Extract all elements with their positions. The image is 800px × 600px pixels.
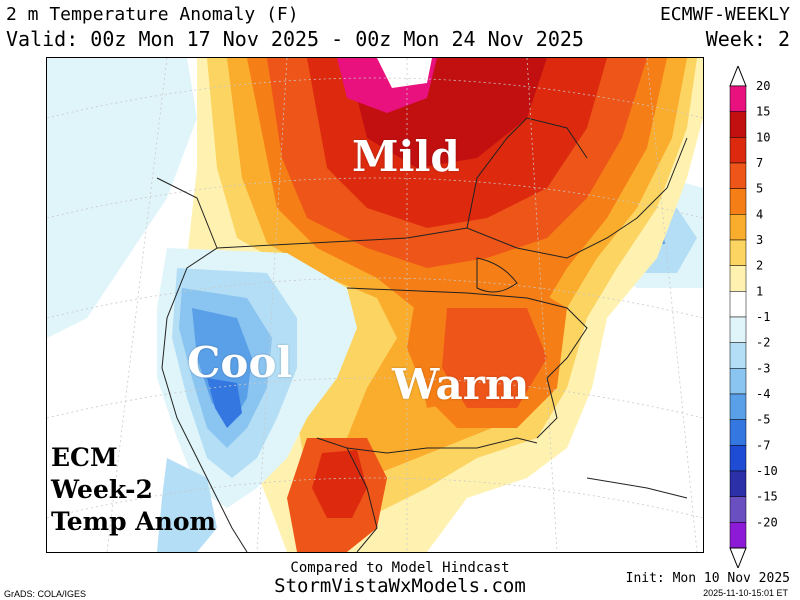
- hindcast-note: Compared to Model Hindcast: [290, 560, 510, 576]
- colorbar-label: 10: [756, 130, 770, 144]
- generation-timestamp: 2025-11-10-15:01 ET: [703, 588, 788, 598]
- colorbar-cell: [729, 496, 747, 523]
- colorbar-cell: [729, 85, 747, 112]
- baja-cool: [157, 458, 217, 552]
- colorbar-cell: [729, 393, 747, 420]
- colorbar-label: -1: [756, 310, 770, 324]
- southeast-warm-5: [442, 308, 547, 408]
- colorbar-cell: [729, 111, 747, 138]
- colorbar-cell: [729, 445, 747, 472]
- region-label-warm: Warm: [392, 360, 530, 409]
- colorbar-cell: [729, 368, 747, 395]
- stamp-line-2: Week-2: [51, 475, 153, 504]
- colorbar-cell: [729, 188, 747, 215]
- region-label-mild: Mild: [352, 132, 460, 181]
- colorbar-cell: [729, 162, 747, 189]
- colorbar-label: 20: [756, 79, 770, 93]
- stamp-line-1: ECM: [51, 443, 118, 472]
- colorbar-label: -2: [756, 336, 770, 350]
- colorbar-label: 7: [756, 156, 763, 170]
- colorbar-cell: [729, 316, 747, 343]
- colorbar-cell: [729, 470, 747, 497]
- colorbar-label: -20: [756, 515, 778, 529]
- colorbar: 20 15 10 7 5 4 3 2 1 -1 -2 -3 -4 -5 -7 -10 -15 -20: [729, 66, 778, 568]
- colorbar-cell: [729, 137, 747, 164]
- colorbar-cell: [729, 291, 747, 318]
- west-cool-5: [207, 378, 242, 428]
- arctic-gap: [377, 58, 432, 88]
- colorbar-label: -7: [756, 438, 770, 452]
- colorbar-cell: [729, 522, 747, 549]
- colorbar-cell: [729, 342, 747, 369]
- valid-period: Valid: 00z Mon 17 Nov 2025 - 00z Mon 24 …: [6, 27, 584, 51]
- colorbar-label: -10: [756, 464, 778, 478]
- colorbar-label: 15: [756, 105, 770, 119]
- map-title: 2 m Temperature Anomaly (F): [6, 4, 299, 25]
- colorbar-cell: [729, 265, 747, 292]
- colorbar-cell: [729, 214, 747, 241]
- grads-credit: GrADS: COLA/IGES: [4, 589, 87, 599]
- colorbar-label: 5: [756, 182, 763, 196]
- colorbar-top-arrow: [729, 66, 747, 87]
- colorbar-label: 4: [756, 207, 763, 221]
- coastlines: [156, 117, 688, 552]
- colorbar-label: -5: [756, 413, 770, 427]
- colorbar-cell: [729, 419, 747, 446]
- map-canvas: [47, 58, 703, 552]
- colorbar-label: -15: [756, 490, 778, 504]
- colorbar-label: 1: [756, 284, 763, 298]
- init-time: Init: Mon 10 Nov 2025: [625, 571, 790, 586]
- region-label-cool: Cool: [187, 338, 293, 387]
- pacific-cool-wash: [47, 58, 197, 338]
- mexico-warm-7: [312, 450, 367, 518]
- anomaly-map: Mild Cool Warm ECM Week-2 Temp Anom: [46, 57, 704, 553]
- colorbar-label: 3: [756, 233, 763, 247]
- colorbar-label: 2: [756, 259, 763, 273]
- site-url: StormVistaWxModels.com: [274, 575, 526, 597]
- graticule: [47, 58, 703, 552]
- colorbar-label: -4: [756, 387, 770, 401]
- model-name: ECMWF-WEEKLY: [659, 4, 790, 25]
- colorbar-bottom-arrow: [729, 547, 747, 568]
- colorbar-label: -3: [756, 361, 770, 375]
- colorbar-cell: [729, 239, 747, 266]
- stamp-line-3: Temp Anom: [51, 507, 216, 536]
- forecast-week: Week: 2: [705, 27, 790, 51]
